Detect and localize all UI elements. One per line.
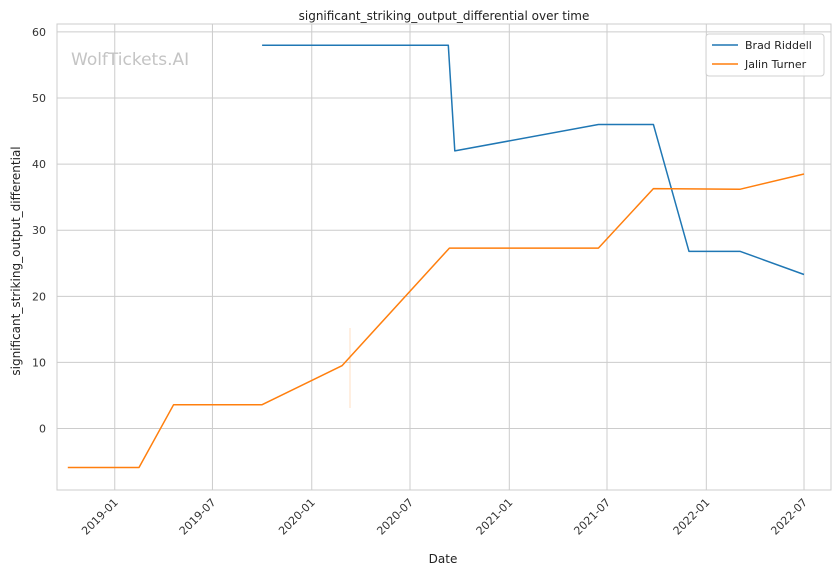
x-tick-label: 2022-07 bbox=[768, 496, 810, 538]
x-tick-label: 2021-01 bbox=[474, 496, 516, 538]
x-tick-label: 2020-07 bbox=[374, 496, 416, 538]
plot-area bbox=[56, 23, 832, 491]
chart-title: significant_striking_output_differential… bbox=[299, 9, 590, 23]
y-tick-label: 20 bbox=[32, 290, 46, 303]
legend: Brad Riddell Jalin Turner bbox=[705, 33, 825, 77]
y-axis-title: significant_striking_output_differential bbox=[9, 146, 23, 375]
series-line-brad-riddell bbox=[262, 44, 805, 276]
legend-label-brad-riddell: Brad Riddell bbox=[745, 39, 812, 52]
x-axis-title: Date bbox=[429, 552, 458, 566]
y-tick-label: 0 bbox=[39, 423, 46, 436]
y-tick-label: 10 bbox=[32, 356, 46, 369]
legend-label-jalin-turner: Jalin Turner bbox=[744, 58, 807, 71]
y-tick-label: 40 bbox=[32, 158, 46, 171]
x-tick-label: 2019-01 bbox=[79, 496, 121, 538]
x-gridlines bbox=[114, 24, 805, 490]
y-tick-labels: 0 10 20 30 40 50 60 bbox=[32, 26, 46, 436]
y-tick-label: 50 bbox=[32, 92, 46, 105]
x-tick-label: 2021-07 bbox=[571, 496, 613, 538]
x-tick-label: 2019-07 bbox=[177, 496, 219, 538]
watermark: WolfTickets.AI bbox=[71, 50, 189, 70]
y-gridlines bbox=[57, 31, 831, 430]
x-tick-labels: 2019-01 2019-07 2020-01 2020-07 2021-01 2021-… bbox=[79, 496, 810, 538]
series-line-jalin-turner bbox=[67, 173, 805, 469]
x-tick-label: 2022-01 bbox=[671, 496, 713, 538]
x-tick-label: 2020-01 bbox=[276, 496, 318, 538]
y-tick-label: 30 bbox=[32, 224, 46, 237]
series-layer bbox=[67, 44, 805, 469]
y-tick-label: 60 bbox=[32, 26, 46, 39]
